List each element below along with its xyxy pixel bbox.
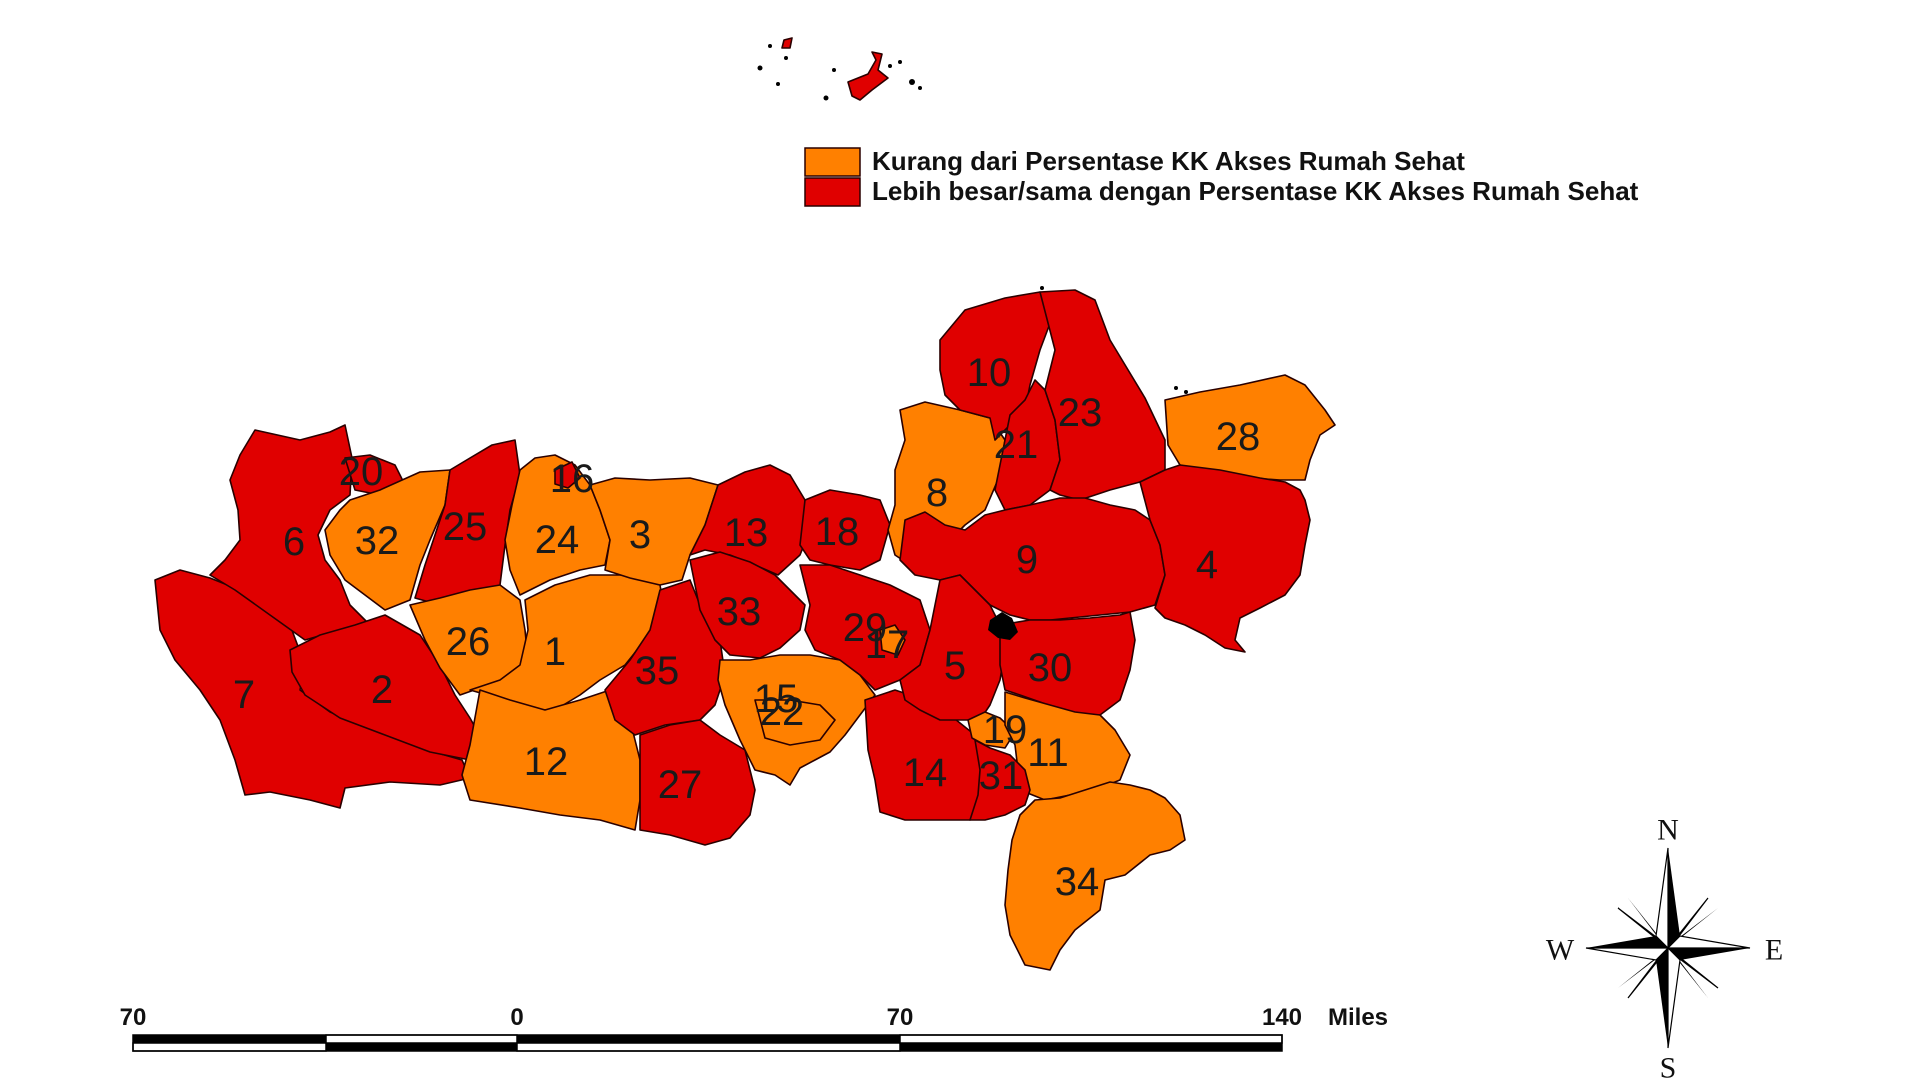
region-label-22: 22 — [760, 690, 805, 734]
region-label-10: 10 — [967, 351, 1012, 395]
region-13 — [689, 464, 811, 576]
legend-label-below: Kurang dari Persentase KK Akses Rumah Se… — [872, 146, 1465, 176]
scale-segment — [516, 1042, 901, 1052]
region-34 — [1004, 781, 1186, 971]
reservoir — [988, 612, 1018, 640]
legend-swatch-above — [804, 177, 861, 207]
region-label-13: 13 — [724, 511, 769, 555]
scale-label-70-left: 70 — [120, 1004, 147, 1031]
region-label-19: 19 — [983, 708, 1028, 752]
islet — [918, 86, 922, 90]
region-label-6: 6 — [283, 520, 305, 564]
scale-segment — [133, 1035, 326, 1043]
compass-w: W — [1546, 934, 1575, 967]
compass-n: N — [1657, 814, 1679, 847]
region-label-3: 3 — [629, 513, 651, 557]
islet — [898, 60, 902, 64]
region-label-30: 30 — [1028, 646, 1073, 690]
region-12 — [461, 689, 641, 831]
island-main — [847, 51, 889, 101]
region-label-7: 7 — [233, 673, 255, 717]
region-label-9: 9 — [1016, 538, 1038, 582]
region-19 — [967, 711, 1016, 749]
region-3 — [589, 477, 719, 586]
region-23 — [1039, 289, 1166, 501]
scale-segment — [132, 1042, 327, 1052]
islet — [776, 82, 780, 86]
islet — [909, 79, 915, 85]
region-label-35: 35 — [635, 649, 680, 693]
region-label-20: 20 — [339, 450, 384, 494]
islet — [832, 68, 836, 72]
scale-label-0: 0 — [510, 1004, 523, 1031]
region-label-12: 12 — [524, 740, 569, 784]
region-label-24: 24 — [535, 518, 580, 562]
region-label-15: 15 — [754, 677, 799, 721]
region-label-32: 32 — [355, 519, 400, 563]
region-label-8: 8 — [926, 471, 948, 515]
region-label-14: 14 — [903, 751, 948, 795]
legend-swatch-below — [804, 147, 861, 177]
region-label-23: 23 — [1058, 391, 1103, 435]
region-30 — [999, 611, 1136, 719]
region-label-11: 11 — [1027, 731, 1069, 775]
scale-label-140: 140 — [1262, 1004, 1302, 1031]
scale-outline — [132, 1034, 1283, 1052]
islet — [784, 56, 788, 60]
scale-segment — [900, 1043, 1282, 1051]
region-label-25: 25 — [443, 505, 488, 549]
regions — [154, 289, 1336, 971]
compass-s: S — [1660, 1052, 1677, 1080]
region-label-31: 31 — [979, 754, 1024, 798]
island-west — [781, 37, 793, 49]
region-label-27: 27 — [658, 763, 703, 807]
compass-e: E — [1765, 934, 1783, 967]
region-label-34: 34 — [1055, 860, 1100, 904]
region-label-1: 1 — [544, 630, 566, 674]
islet — [1174, 386, 1178, 390]
region-label-29: 29 — [843, 606, 888, 650]
region-22 — [754, 699, 836, 746]
region-labels: 1234567891011121314151617181920212223242… — [233, 351, 1260, 904]
compass-star — [1585, 847, 1751, 1049]
scale-segment — [899, 1034, 1283, 1044]
region-label-26: 26 — [446, 620, 491, 664]
region-label-17: 17 — [865, 623, 910, 667]
region-18 — [799, 489, 891, 571]
islet — [768, 44, 772, 48]
region-32 — [324, 469, 451, 611]
region-label-5: 5 — [944, 644, 966, 688]
islet — [1040, 286, 1044, 290]
region-label-28: 28 — [1216, 415, 1261, 459]
region-label-2: 2 — [371, 668, 393, 712]
islet — [823, 95, 829, 101]
region-31 — [969, 739, 1031, 821]
region-4 — [1139, 464, 1311, 653]
region-27 — [639, 719, 756, 846]
region-label-16: 16 — [550, 457, 595, 501]
compass-rose: N S E W — [1546, 814, 1783, 1080]
region-24 — [504, 454, 611, 596]
islands — [757, 37, 1188, 394]
region-16 — [554, 461, 581, 489]
region-label-18: 18 — [815, 510, 860, 554]
scale-segment — [325, 1034, 518, 1044]
islet — [888, 64, 892, 68]
scale-label-70: 70 — [887, 1004, 914, 1031]
region-label-4: 4 — [1196, 543, 1218, 587]
scale-segment — [517, 1035, 900, 1043]
region-label-21: 21 — [994, 423, 1039, 467]
region-label-33: 33 — [717, 590, 762, 634]
region-33 — [689, 551, 806, 659]
region-17 — [879, 624, 906, 656]
scale-bar: 70 0 70 140 Miles — [120, 1004, 1388, 1052]
scale-segment — [326, 1043, 517, 1051]
scale-unit: Miles — [1328, 1004, 1388, 1031]
islet — [757, 65, 763, 71]
legend-label-above: Lebih besar/sama dengan Persentase KK Ak… — [872, 176, 1639, 206]
islet — [1184, 390, 1188, 394]
legend: Kurang dari Persentase KK Akses Rumah Se… — [804, 146, 1639, 207]
